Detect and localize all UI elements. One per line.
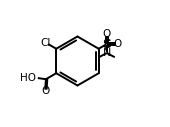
Text: O: O — [113, 39, 121, 49]
Text: S: S — [102, 38, 111, 51]
Text: HO: HO — [20, 73, 36, 83]
Text: O: O — [42, 86, 50, 96]
Text: N: N — [103, 48, 111, 58]
Text: Cl: Cl — [40, 38, 51, 48]
Text: O: O — [103, 29, 111, 39]
